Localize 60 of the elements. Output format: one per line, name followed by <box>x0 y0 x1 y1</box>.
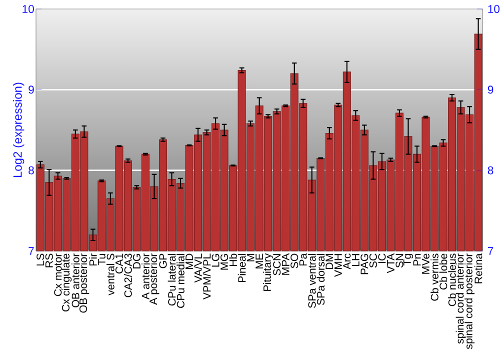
x-tick-label: Cx motor <box>54 253 62 296</box>
x-tick-label: spinal cord posterior <box>464 253 475 350</box>
x-tick-label: ventral S <box>106 254 114 296</box>
y-tick-label: 9 <box>28 86 34 94</box>
x-tick-label: LG <box>212 254 220 267</box>
x-tick-label: CA1 <box>115 254 123 274</box>
x-tick-label: SPa dorsal <box>316 254 325 305</box>
x-tick-label: MG <box>220 254 228 270</box>
x-tick-label: OB posterior <box>79 253 90 313</box>
x-tick-label: SO <box>290 254 298 268</box>
x-tick-label: VMH <box>334 254 342 277</box>
y-tick-label: 7 <box>28 247 34 255</box>
y-axis-title: Log2 (expression) <box>13 82 24 178</box>
x-tick-label: DM <box>326 254 334 269</box>
x-tick-label: DG <box>132 254 140 268</box>
x-tick-label: Pn <box>413 254 421 266</box>
x-tick-label: Hb <box>229 254 237 266</box>
x-tick-label: RS <box>45 254 53 268</box>
x-tick-label: VTA <box>387 253 394 274</box>
x-tick-label: Pir <box>89 253 97 266</box>
y2-tick-label: 7 <box>488 247 494 255</box>
x-tick-label: Retina <box>474 253 482 284</box>
x-tick-label: LS <box>36 254 44 266</box>
x-tick-label: M <box>246 254 254 262</box>
x-tick-label: Pa <box>299 253 307 266</box>
y-tick-label: 8 <box>28 166 34 174</box>
x-tick-label: GP <box>159 254 167 268</box>
x-tick-label: SPa ventral <box>308 254 316 308</box>
x-tick-label: ME <box>256 254 264 268</box>
x-tick-label: Cb vermis <box>430 254 438 301</box>
x-tick-label: Tg <box>403 254 414 266</box>
x-tick-label: IC <box>378 254 386 263</box>
x-tick-label: Pineal <box>238 254 246 282</box>
x-tick-label: SN <box>396 254 404 268</box>
x-tick-label: MPA <box>282 253 290 275</box>
x-tick-label: OB anterior <box>71 253 80 308</box>
x-tick-label: Cx cingulate <box>62 254 72 312</box>
x-tick-label: VA/VL <box>194 254 202 283</box>
x-tick-label: CPu medial <box>176 254 184 308</box>
y2-tick-label: 8 <box>488 166 494 174</box>
x-tick-label: spinal cord anterior <box>456 253 466 344</box>
x-tick-label: CA2/CA3 <box>124 254 132 298</box>
y-tick-label: 10 <box>22 4 34 14</box>
y2-tick-label: 9 <box>488 86 494 94</box>
x-tick-label: SC <box>369 254 377 268</box>
x-tick-label: A posterior <box>149 253 160 305</box>
x-tick-label: Cb nucleus <box>448 254 456 306</box>
x-tick-label: VPM/VPL <box>202 254 211 300</box>
x-tick-label: MD <box>186 254 193 269</box>
x-tick-label: SCN <box>273 254 281 276</box>
x-tick-label: CPu lateral <box>168 254 176 306</box>
x-tick-label: Tu <box>98 254 106 266</box>
y2-tick-label: 10 <box>488 4 500 14</box>
x-tick-label: LH <box>352 254 360 266</box>
x-tick-label: Pituitary <box>263 253 274 291</box>
x-tick-label: A anterior <box>142 253 150 300</box>
x-tick-label: Arc <box>343 254 351 270</box>
x-tick-label: Cb lobe <box>439 254 448 290</box>
x-tick-label: MVe <box>422 254 430 274</box>
x-tick-label: PAG <box>360 254 368 274</box>
